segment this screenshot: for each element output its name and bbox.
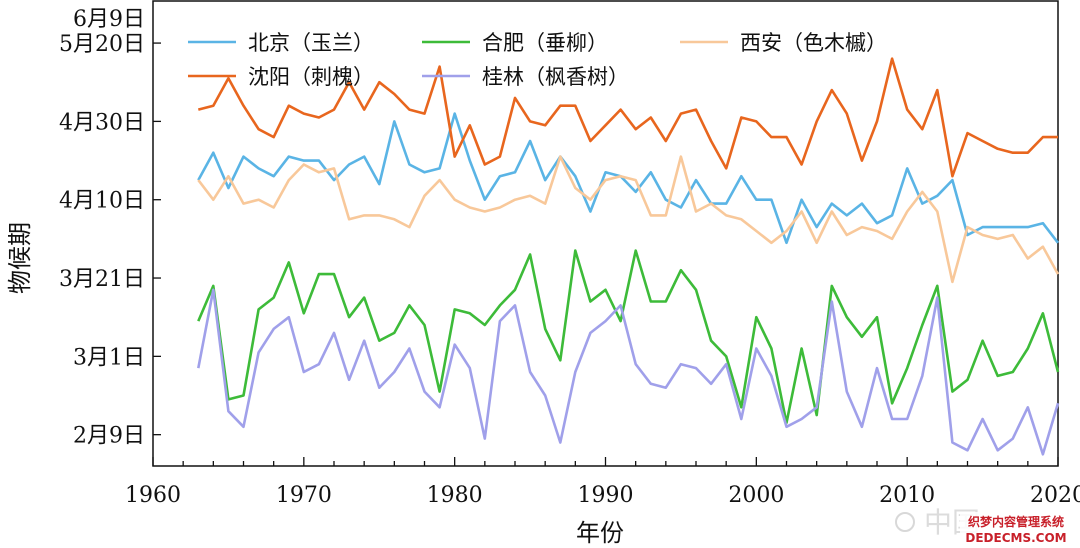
legend-label: 沈阳（刺槐） — [248, 65, 374, 89]
watermark-line1: 织梦内容管理系统 — [968, 514, 1064, 529]
y-tick-label: 4月10日 — [59, 189, 145, 214]
y-tick-label: 3月21日 — [59, 267, 145, 292]
y-axis-label: 物候期 — [6, 222, 34, 294]
y-tick-label: 3月1日 — [73, 345, 145, 370]
x-tick-label: 1990 — [578, 483, 634, 508]
series-line-2 — [197, 249, 1060, 425]
x-tick-label: 2000 — [728, 483, 784, 508]
watermark-line2: DEDECMS.COM — [965, 531, 1066, 545]
x-tick-label: 2020 — [1030, 483, 1080, 508]
x-tick-label: 1970 — [276, 483, 332, 508]
series-line-5 — [197, 288, 1060, 456]
watermark: 中国 织梦内容管理系统 DEDECMS.COM — [895, 506, 1072, 546]
y-tick-label: 4月30日 — [59, 110, 145, 135]
x-axis: 1960 1970 1980 1990 2000 2010 2020 — [125, 457, 1080, 508]
y-tick-label: 5月20日 — [59, 32, 145, 57]
x-tick-label: 2010 — [879, 483, 935, 508]
legend-label: 合肥（垂柳） — [482, 31, 608, 55]
legend-label: 桂林（枫香树） — [482, 65, 629, 89]
series-line-4 — [197, 57, 1058, 178]
series-line-3 — [197, 155, 1060, 284]
weibo-icon — [895, 512, 915, 532]
legend-label: 西安（色木槭） — [740, 31, 887, 55]
x-axis-label: 年份 — [576, 519, 624, 547]
x-tick-label: 1980 — [427, 483, 483, 508]
y-tick-label: 6月9日 — [73, 7, 145, 32]
series-line-1 — [197, 112, 1060, 245]
legend-label: 北京（玉兰） — [248, 31, 374, 55]
y-tick-label: 2月9日 — [73, 424, 145, 449]
legend: 北京（玉兰） 合肥（垂柳） 西安（色木槭） 沈阳（刺槐） 桂林（枫香树） — [188, 31, 887, 89]
x-tick-label: 1960 — [125, 483, 181, 508]
series-lines — [197, 57, 1060, 456]
